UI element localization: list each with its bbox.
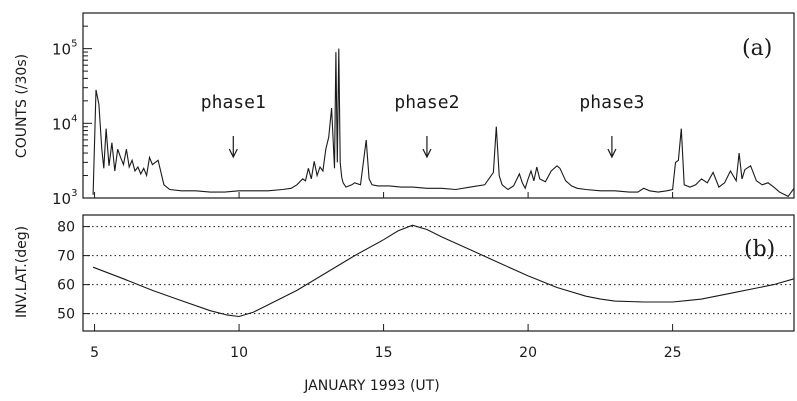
x-tick-label: 20 xyxy=(519,345,537,361)
counts-series-line xyxy=(92,48,795,198)
phase-annotation: phase3 xyxy=(579,92,644,159)
counts-y-axis-label: COUNTS (/30s) xyxy=(14,54,30,158)
x-tick-label: 5 xyxy=(90,345,99,361)
invlat-tick-label: 80 xyxy=(57,220,75,236)
invlat-y-axis-label: INV.LAT.(deg) xyxy=(14,226,30,318)
x-axis-label: JANUARY 1993 (UT) xyxy=(303,378,439,394)
counts-tick-label: 104 xyxy=(52,113,77,133)
phase-annotation: phase1 xyxy=(201,92,266,159)
counts-tick-label: 105 xyxy=(52,39,77,59)
panel-label-b: (b) xyxy=(744,237,775,262)
panel-label-a: (a) xyxy=(742,36,772,61)
phase-arrow-head xyxy=(422,148,432,159)
x-tick-label: 15 xyxy=(375,345,393,361)
invlat-tick-label: 70 xyxy=(57,249,75,265)
x-tick-label: 10 xyxy=(230,345,248,361)
counts-y-axis: 103 104 105 xyxy=(52,12,92,208)
phase-annotations: phase1 phase2 phase3 xyxy=(201,92,644,159)
invlat-panel: 50 60 70 80 5 10 15 20 25 (b) INV.LAT.(deg) xyxy=(14,214,795,361)
phase-arrow-head xyxy=(607,148,617,159)
counts-panel-frame xyxy=(82,12,795,199)
phase-label: phase2 xyxy=(394,92,459,113)
invlat-panel-frame xyxy=(82,214,795,332)
invlat-tick-label: 50 xyxy=(57,307,75,323)
phase-arrow-head xyxy=(228,148,238,159)
invlat-tick-label: 60 xyxy=(57,278,75,294)
counts-panel: 103 104 105 phase1 phase2 phase3 (a) COUNTS … xyxy=(14,12,795,208)
phase-label: phase3 xyxy=(579,92,644,113)
counts-x-ticks xyxy=(94,192,674,198)
phase-annotation: phase2 xyxy=(394,92,459,159)
counts-tick-label: 103 xyxy=(52,188,77,208)
phase-label: phase1 xyxy=(201,92,266,113)
x-tick-label: 25 xyxy=(664,345,682,361)
invlat-gridlines xyxy=(83,226,794,315)
invlat-series-line xyxy=(92,224,795,318)
invlat-y-axis: 50 60 70 80 xyxy=(57,220,90,323)
x-axis: 5 10 15 20 25 xyxy=(90,324,682,361)
